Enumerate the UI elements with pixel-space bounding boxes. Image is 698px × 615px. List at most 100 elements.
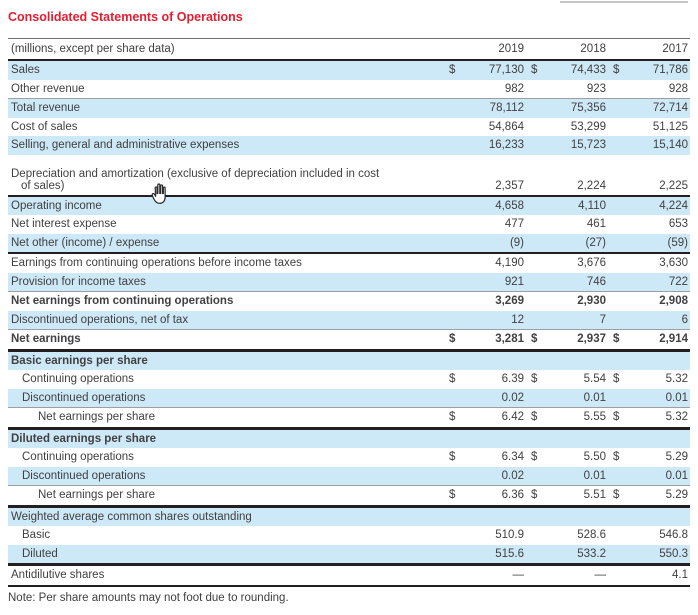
table-row-sales: Sales $ 77,130 $ 74,433 $ 71,786 [8,60,690,80]
value-cell: 5.29 [665,451,688,464]
value-cell: 0.01 [624,466,690,486]
value-cell: 0.01 [542,466,608,486]
value-cell: 2,225 [659,179,688,192]
currency-cell: $ [444,329,460,352]
section-label: Diluted earnings per share [8,428,444,448]
column-header-2019: 2019 [460,38,526,61]
currency-cell: $ [526,407,542,430]
value-cell: 515.6 [460,544,526,566]
table-row-basic-continuing: Continuing operations $ 6.39 $ 5.54 $ 5.… [8,370,690,389]
table-row-net-other: Net other (income) / expense (9) (27) (5… [8,233,690,253]
value-cell: 722 [624,272,690,292]
value-cell: 78,112 [460,98,526,118]
row-label: Total revenue [8,98,444,118]
value-cell: 533.2 [542,544,608,566]
table-row-depreciation: Depreciation and amortization (exclusive… [8,155,690,196]
currency-cell: $ [531,373,538,386]
hand-cursor-icon [151,183,166,204]
value-cell: 12 [460,310,526,330]
row-label: Continuing operations [22,373,134,386]
row-label: Earnings from continuing operations befo… [8,252,444,273]
value-cell: 7 [542,310,608,330]
value-cell: 6.36 [460,485,526,508]
row-label: Selling, general and administrative expe… [8,136,444,155]
section-row-diluted-eps: Diluted earnings per share [8,428,690,448]
table-row-net-interest-expense: Net interest expense 477 461 653 [8,215,690,234]
section-row-weighted-avg-shares: Weighted average common shares outstandi… [8,506,690,526]
row-label: Operating income [8,194,444,215]
value-cell: (59) [624,233,690,253]
footnote: Note: Per share amounts may not foot due… [8,592,289,604]
row-label: Diluted [8,544,444,566]
value-cell: 3,269 [460,291,526,311]
value-cell: 928 [668,82,688,95]
value-cell: 72,714 [624,98,690,118]
currency-cell: $ [613,373,620,386]
table-row-discontinued-operations: Discontinued operations, net of tax 12 7… [8,310,690,330]
row-label: Sales [8,60,444,80]
value-cell: 477 [504,218,524,231]
row-label: Net interest expense [11,218,117,231]
section-label: Weighted average common shares outstandi… [8,506,444,526]
row-label: Net earnings [8,329,444,352]
section-row-basic-eps: Basic earnings per share [8,350,690,370]
table-row-operating-income: Operating income 4,658 4,110 4,224 [8,194,690,215]
currency-cell: $ [613,451,620,464]
currency-cell: $ [608,329,624,352]
value-cell: 510.9 [495,529,524,542]
page-title: Consolidated Statements of Operations [8,10,243,24]
value-cell: 0.02 [460,388,526,408]
row-label: Antidilutive shares [8,564,444,587]
value-cell: 461 [586,218,606,231]
value-cell: 15,140 [624,136,690,155]
spacer-cell [444,38,460,61]
currency-cell: $ [608,407,624,430]
row-label: Net earnings from continuing operations [8,291,444,311]
value-cell: 0.01 [624,388,690,408]
value-cell: 546.8 [659,529,688,542]
value-cell: 5.32 [665,373,688,386]
table-row-net-earnings-continuing: Net earnings from continuing operations … [8,291,690,311]
table-row-diluted-discontinued: Discontinued operations 0.02 0.01 0.01 [8,466,690,486]
table-header-row: (millions, except per share data) 2019 2… [8,38,690,61]
value-cell: 653 [668,218,688,231]
row-label: Basic [22,529,51,542]
value-cell: 5.55 [542,407,608,430]
value-cell: 4,224 [624,194,690,215]
currency-cell: $ [608,60,624,80]
table-row-diluted-continuing: Continuing operations $ 6.34 $ 5.50 $ 5.… [8,448,690,467]
value-cell: 3,281 [460,329,526,352]
currency-cell: $ [526,60,542,80]
value-cell: 2,224 [577,179,606,192]
table-row-shares-diluted: Diluted 515.6 533.2 550.3 [8,544,690,566]
currency-cell: $ [526,485,542,508]
column-header-2017: 2017 [624,38,690,61]
value-cell: 921 [460,272,526,292]
row-label: Discontinued operations [8,466,444,486]
currency-cell: $ [444,485,460,508]
value-cell: 15,723 [542,136,608,155]
row-label-line2: of sales) [21,179,65,192]
table-row-cost-of-sales: Cost of sales 54,864 53,299 51,125 [8,118,690,137]
value-cell: 2,937 [542,329,608,352]
table-row-antidilutive-shares: Antidilutive shares — — 4.1 [8,564,690,587]
table-row-shares-basic: Basic 510.9 528.6 546.8 [8,526,690,545]
table-row-other-revenue: Other revenue 982 923 928 [8,80,690,99]
value-cell: 5.54 [583,373,606,386]
value-cell: 5.29 [624,485,690,508]
currency-cell: $ [449,451,456,464]
row-label-line1: Depreciation and amortization (exclusive… [11,167,380,180]
table-row-provision-income-taxes: Provision for income taxes 921 746 722 [8,272,690,292]
section-label: Basic earnings per share [8,350,444,370]
row-label: Discontinued operations [8,388,444,408]
spacer-cell [526,38,542,61]
value-cell: 5.32 [624,407,690,430]
value-cell: 3,630 [624,252,690,273]
table-row-diluted-net-eps: Net earnings per share $ 6.36 $ 5.51 $ 5… [8,485,690,508]
table-row-net-earnings: Net earnings $ 3,281 $ 2,937 $ 2,914 [8,329,690,352]
value-cell: 6.39 [501,373,524,386]
value-cell: 528.6 [577,529,606,542]
value-cell: 2,357 [495,179,524,192]
table-row-basic-discontinued: Discontinued operations 0.02 0.01 0.01 [8,388,690,408]
